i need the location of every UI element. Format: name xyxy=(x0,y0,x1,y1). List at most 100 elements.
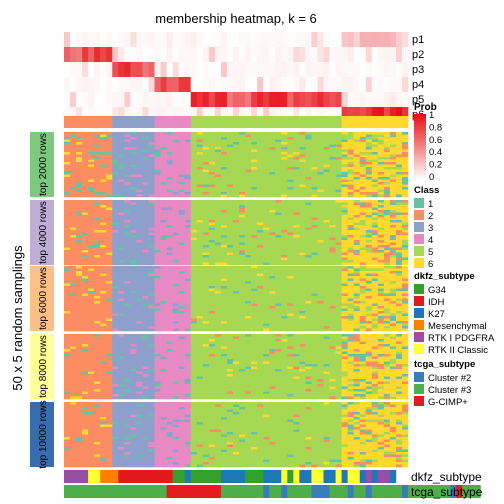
panel-cell xyxy=(299,217,306,221)
panel-cell xyxy=(82,341,89,345)
prob-cell xyxy=(172,47,179,62)
panel-cell xyxy=(124,252,131,256)
panel-cell xyxy=(305,252,312,256)
panel-cell xyxy=(64,356,71,360)
panel-cell xyxy=(124,207,131,211)
panel-cell xyxy=(353,139,361,143)
panel-cell xyxy=(311,189,318,193)
panel-cell xyxy=(64,189,71,193)
panel-cell xyxy=(70,215,77,218)
panel-cell xyxy=(214,257,222,261)
panel-cell xyxy=(82,134,89,138)
panel-cell xyxy=(317,162,324,165)
panel-cell xyxy=(112,184,119,188)
panel-cell xyxy=(226,268,234,272)
panel-cell xyxy=(335,271,342,274)
panel-cell xyxy=(166,142,173,145)
panel-cell xyxy=(323,212,330,216)
panel-cell xyxy=(359,328,367,332)
panel-cell xyxy=(395,266,403,269)
panel-cell xyxy=(178,268,186,272)
panel-cell xyxy=(263,316,270,319)
panel-cell xyxy=(178,291,186,294)
prob-cell xyxy=(106,92,113,107)
panel-cell xyxy=(401,200,409,203)
panel-cell xyxy=(311,260,318,263)
panel-cell xyxy=(311,157,318,160)
panel-cell xyxy=(401,245,409,248)
panel-cell xyxy=(112,227,119,231)
prob-cell xyxy=(118,32,125,47)
panel-cell xyxy=(124,187,131,190)
panel-cell xyxy=(124,311,131,314)
panel-cell xyxy=(70,351,77,355)
panel-cell xyxy=(154,321,161,324)
panel-cell xyxy=(389,288,397,292)
panel-cell xyxy=(190,189,198,193)
panel-cell xyxy=(353,273,361,277)
panel-cell xyxy=(226,147,234,150)
panel-cell xyxy=(281,162,288,165)
panel-cell xyxy=(329,257,336,261)
panel-cell xyxy=(196,326,204,329)
panel-cell xyxy=(124,182,131,185)
panel-cell xyxy=(299,157,306,160)
panel-cell xyxy=(269,167,276,170)
panel-cell xyxy=(64,192,71,195)
panel-cell xyxy=(395,207,403,211)
panel-cell xyxy=(269,189,276,193)
panel-cell xyxy=(353,321,361,324)
panel-cell xyxy=(64,245,71,248)
panel-cell xyxy=(106,262,113,266)
panel-cell xyxy=(383,149,391,153)
panel-cell xyxy=(275,179,282,183)
panel-cell xyxy=(178,194,186,198)
panel-cell xyxy=(154,252,161,256)
panel-cell xyxy=(70,137,77,140)
panel-cell xyxy=(220,225,228,228)
prob-cell xyxy=(202,77,210,92)
panel-cell xyxy=(293,262,300,266)
panel-cell xyxy=(64,159,71,163)
panel-cell xyxy=(112,308,119,312)
panel-cell xyxy=(347,162,354,165)
panel-cell xyxy=(88,336,95,340)
panel-cell xyxy=(365,268,373,272)
panel-cell xyxy=(208,162,216,165)
panel-cell xyxy=(130,152,137,155)
panel-cell xyxy=(335,291,342,294)
panel-cell xyxy=(335,240,342,243)
panel-cell xyxy=(275,169,282,173)
panel-cell xyxy=(251,227,258,231)
panel-cell xyxy=(82,144,89,148)
panel-cell xyxy=(172,250,179,253)
panel-cell xyxy=(226,313,234,317)
panel-cell xyxy=(232,313,240,317)
panel-cell xyxy=(281,174,288,178)
panel-cell xyxy=(257,169,264,173)
panel-cell xyxy=(196,137,204,140)
panel-cell xyxy=(76,242,83,246)
class-cell xyxy=(245,116,252,128)
panel-cell xyxy=(251,137,258,140)
panel-cell xyxy=(335,235,342,238)
panel-cell xyxy=(214,268,222,272)
panel-cell xyxy=(118,159,125,163)
panel-cell xyxy=(82,210,89,213)
panel-cell xyxy=(166,291,173,294)
panel-cell xyxy=(142,172,149,175)
prob-cell xyxy=(88,107,95,122)
panel-cell xyxy=(317,266,324,269)
panel-cell xyxy=(88,361,95,365)
panel-cell xyxy=(76,336,83,340)
panel-cell xyxy=(226,172,234,175)
panel-cell xyxy=(275,286,282,289)
panel-cell xyxy=(365,303,373,307)
prob-cell xyxy=(329,107,336,122)
panel-cell xyxy=(184,230,192,233)
panel-cell xyxy=(359,230,367,233)
panel-cell xyxy=(70,276,77,279)
panel-cell xyxy=(196,142,204,145)
panel-cell xyxy=(287,323,294,327)
panel-cell xyxy=(323,283,330,287)
